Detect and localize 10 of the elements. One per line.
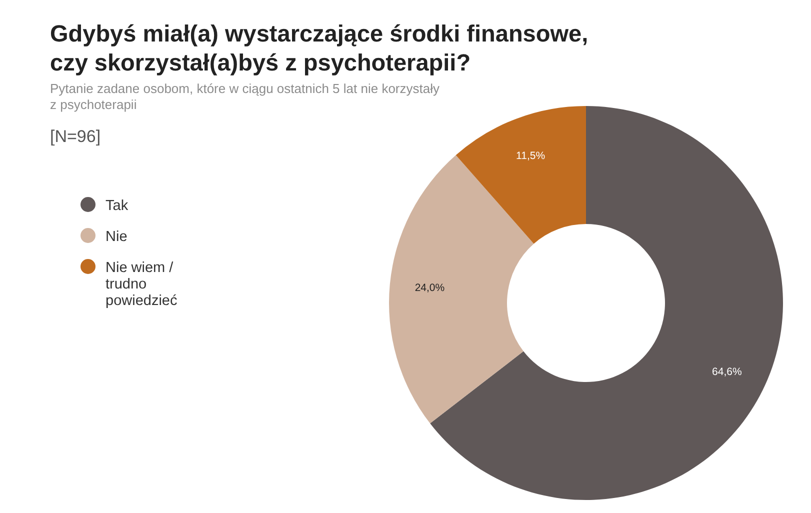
data-label: 64,6% xyxy=(712,366,742,378)
data-label: 24,0% xyxy=(414,282,445,294)
legend-label: Nie xyxy=(106,229,128,245)
data-label: 11,5% xyxy=(516,150,546,162)
legend-label: Nie wiem / trudno powiedzieć xyxy=(106,260,178,309)
chart-subtitle: Pytanie zadane osobom, które w ciągu ostatnich 5 lat nie korzystały z psychoterapii xyxy=(50,81,440,112)
legend-label: Tak xyxy=(106,198,129,214)
chart-title: Gdybyś miał(a) wystarczające środki finansowe, czy skorzystał(a)byś z psychoterapii? xyxy=(50,20,588,76)
donut-slice xyxy=(456,106,586,244)
text: [N=96] xyxy=(50,127,101,146)
